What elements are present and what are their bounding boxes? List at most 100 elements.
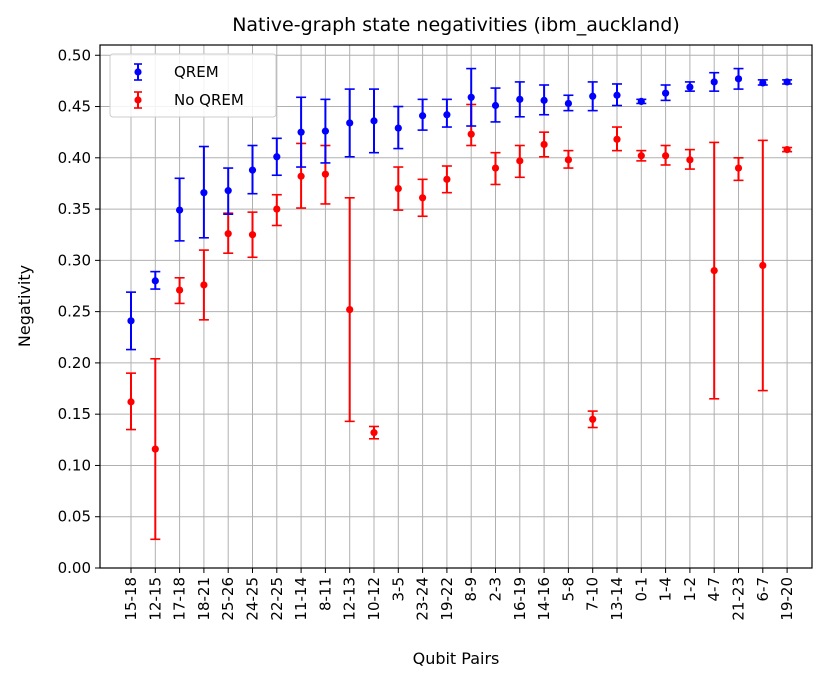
data-point <box>564 99 573 108</box>
data-point <box>419 194 427 202</box>
data-point <box>491 101 500 110</box>
x-tick-label: 6-7 <box>754 577 772 602</box>
data-point <box>467 130 475 138</box>
data-point <box>176 206 184 214</box>
plot-frame <box>99 44 813 569</box>
y-tick-label: 0.20 <box>58 354 91 372</box>
x-axis-title: Qubit Pairs <box>413 649 500 668</box>
data-point <box>443 175 451 183</box>
data-point <box>467 93 475 101</box>
y-tick-label: 0.05 <box>58 508 91 526</box>
x-tick-label: 19-22 <box>438 577 456 621</box>
legend: QREM No QREM <box>109 53 277 118</box>
x-tick-label: 23-24 <box>414 577 432 621</box>
legend-box <box>109 53 277 118</box>
x-tick-label: 16-19 <box>511 577 529 621</box>
y-tick-label: 0.10 <box>58 456 91 474</box>
y-tick-label: 0.00 <box>58 559 91 577</box>
data-point <box>151 277 159 285</box>
y-tick-label: 0.45 <box>58 98 91 116</box>
data-point <box>662 89 670 97</box>
x-tick-label: 13-14 <box>608 577 626 621</box>
data-point <box>394 184 402 193</box>
y-tick-label: 0.50 <box>58 46 91 64</box>
data-point <box>200 189 208 197</box>
data-point <box>540 96 548 104</box>
data-point <box>370 117 378 125</box>
x-tick-label: 0-1 <box>632 577 650 602</box>
data-point <box>176 286 184 294</box>
legend-label: QREM <box>174 63 219 81</box>
legend-marker-point <box>134 68 142 76</box>
data-point <box>589 415 597 423</box>
x-tick-label: 1-4 <box>657 577 675 602</box>
data-point <box>613 91 621 99</box>
data-point <box>516 95 524 103</box>
data-point <box>346 119 354 127</box>
data-point <box>783 78 791 86</box>
x-tick-label: 25-26 <box>219 577 237 621</box>
data-point <box>248 166 257 174</box>
data-point <box>516 157 524 165</box>
x-tick-label: 24-25 <box>244 577 262 621</box>
data-point <box>491 164 500 172</box>
x-tick-label: 22-25 <box>268 577 286 621</box>
chart-title: Native-graph state negativities (ibm_auc… <box>232 14 680 36</box>
data-point <box>783 146 791 154</box>
data-point <box>710 78 718 86</box>
data-point <box>224 230 232 238</box>
x-tick-label: 8-9 <box>462 577 480 602</box>
x-tick-label: 11-14 <box>292 577 310 621</box>
x-tick-label: 19-20 <box>778 577 796 621</box>
x-tick-label: 12-13 <box>341 577 359 621</box>
y-tick-label: 0.25 <box>58 303 91 321</box>
x-tick-label: 15-18 <box>122 577 140 621</box>
data-point <box>759 261 767 270</box>
data-point <box>613 135 621 143</box>
data-point <box>734 75 743 83</box>
y-tick-label: 0.35 <box>58 200 91 218</box>
data-point <box>394 124 402 132</box>
y-tick-label: 0.15 <box>58 405 91 423</box>
data-point <box>273 205 281 213</box>
data-point <box>248 231 257 239</box>
data-point <box>686 83 694 91</box>
data-point <box>297 172 305 180</box>
series-no-qrem <box>126 103 793 541</box>
x-tick-label: 5-8 <box>559 577 577 602</box>
series-layer <box>126 67 793 541</box>
legend-label: No QREM <box>174 91 244 109</box>
data-point <box>200 281 208 289</box>
data-point <box>127 317 135 325</box>
x-tick-label: 10-12 <box>365 577 383 621</box>
series-qrem <box>126 67 793 351</box>
data-point <box>370 429 378 437</box>
data-point <box>151 445 159 453</box>
data-point <box>540 140 548 149</box>
data-point <box>297 128 305 136</box>
data-point <box>564 156 573 164</box>
x-axis: 15-18 12-15 17-18 18-21 25-26 24-25 22-25 11-14… <box>122 568 796 621</box>
data-point <box>321 170 329 178</box>
x-tick-label: 8-11 <box>316 577 334 611</box>
data-point <box>346 305 354 314</box>
y-tick-label: 0.40 <box>58 149 91 167</box>
x-tick-label: 1-2 <box>681 577 699 602</box>
x-tick-label: 18-21 <box>195 577 213 621</box>
x-tick-label: 21-23 <box>730 577 748 621</box>
y-tick-label: 0.30 <box>58 251 91 269</box>
data-point <box>443 111 451 119</box>
data-point <box>710 267 718 275</box>
data-point <box>637 97 645 106</box>
data-point <box>686 156 694 164</box>
x-tick-label: 14-16 <box>535 577 553 621</box>
data-point <box>589 92 597 100</box>
x-tick-label: 17-18 <box>171 577 189 621</box>
grid <box>100 45 812 569</box>
x-tick-label: 7-10 <box>584 577 602 611</box>
data-point <box>273 153 281 161</box>
legend-items: QREM No QREM <box>134 63 244 109</box>
x-tick-label: 12-15 <box>146 577 164 621</box>
x-tick-label: 3-5 <box>389 577 407 602</box>
